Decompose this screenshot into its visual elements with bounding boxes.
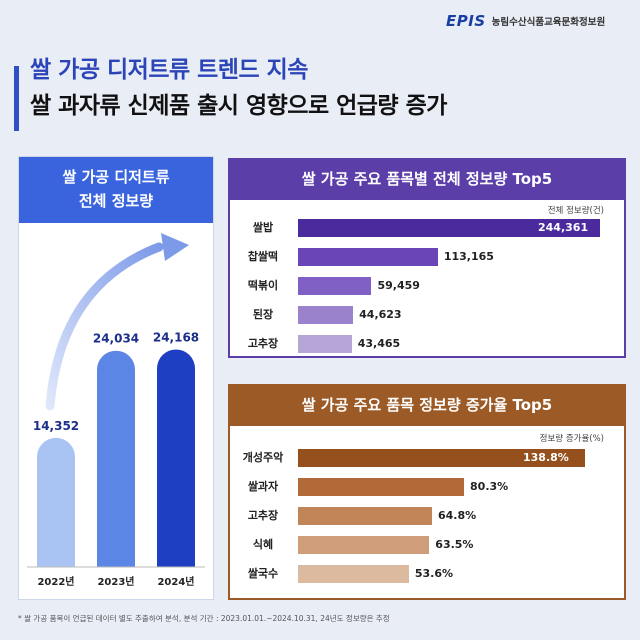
volume-value-label: 113,165 [443,250,494,263]
volume-value-label: 43,465 [357,337,401,350]
bar-2023년 [97,350,135,567]
bar-2022년 [37,437,75,567]
bar-value-label: 14,352 [33,419,79,433]
volume-unit-label: 전체 정보량(건) [547,206,604,216]
headline-accent-bar [14,66,19,130]
trend-arrow-head [161,233,189,261]
growth-bar [298,565,409,583]
footnote: * 쌀 가공 품목이 언급된 데이터 별도 추출하여 분석, 분석 기간 : 2… [18,614,390,623]
volume-category-label: 된장 [252,308,274,321]
volume-value-label: 244,361 [538,221,589,234]
growth-bar [298,478,465,496]
volume-row: 찹쌀떡 113,165 [230,247,624,267]
volume-bar [298,306,354,324]
growth-category-label: 식혜 [252,538,274,551]
volume-category-label: 찹쌀떡 [247,250,279,263]
growth-top5-card: 쌀 가공 주요 품목 정보량 증가율 Top5 정보량 증가율(%) 개성주악 1… [228,384,626,600]
growth-category-label: 개성주악 [242,451,284,464]
bar-base-2023년 [97,548,135,567]
logo: EPIS 농림수산식품교육문화정보원 [446,12,605,30]
growth-category-label: 고추장 [247,509,279,522]
growth-value-label: 138.8% [523,451,569,464]
growth-bar [298,536,430,554]
logo-org-name: 농림수산식품교육문화정보원 [491,17,606,28]
volume-row: 된장 44,623 [230,305,624,325]
bar-base-2024년 [157,548,195,567]
growth-category-label: 쌀과자 [247,480,279,493]
growth-category-label: 쌀국수 [247,567,279,580]
logo-mark: EPIS [446,12,486,30]
volume-value-label: 44,623 [359,308,402,321]
growth-bar [298,507,432,525]
growth-row: 쌀국수 53.6% [230,564,624,584]
bar-value-label: 24,168 [153,330,199,344]
growth-top5-title: 쌀 가공 주요 품목 정보량 증가율 Top5 [230,386,624,426]
volume-value-label: 59,459 [377,279,420,292]
growth-row: 고추장 64.8% [230,506,624,526]
growth-value-label: 63.5% [435,538,474,551]
trend-arrow [45,242,164,411]
growth-unit-label: 정보량 증가율(%) [539,434,604,444]
volume-category-label: 떡볶이 [247,279,279,292]
volume-category-label: 고추장 [247,337,279,350]
volume-row: 쌀밥 244,361 [230,218,624,238]
volume-top5-card: 쌀 가공 주요 품목별 전체 정보량 Top5 전체 정보량(건) 쌀밥 244,… [228,158,626,358]
growth-row: 식혜 63.5% [230,535,624,555]
bar-category-label: 2023년 [97,575,134,588]
volume-bar [298,335,352,353]
bar-category-label: 2022년 [37,575,74,588]
growth-value-label: 80.3% [470,480,509,493]
headline-line2: 쌀 과자류 신제품 출시 영향으로 언급량 증가 [30,93,447,119]
totals-title-line2: 전체 정보량 [78,192,154,210]
bar-2024년 [157,349,195,567]
headline-line1: 쌀 가공 디저트류 트렌드 지속 [30,57,308,83]
headline: 쌀 가공 디저트류 트렌드 지속 쌀 과자류 신제품 출시 영향으로 언급량 증… [30,52,447,124]
volume-row: 고추장 43,465 [230,334,624,354]
growth-value-label: 53.6% [414,567,453,580]
volume-bar [298,277,372,295]
volume-bar [298,248,438,266]
bar-base-2022년 [37,548,75,567]
headline-accent-dot [14,126,19,131]
volume-category-label: 쌀밥 [252,221,274,234]
totals-title-line1: 쌀 가공 디저트류 [62,168,170,186]
bar-value-label: 24,034 [93,332,139,346]
growth-row: 개성주악 138.8% [230,448,624,468]
growth-bar [298,449,585,467]
volume-top5-title: 쌀 가공 주요 품목별 전체 정보량 Top5 [230,160,624,200]
volume-row: 떡볶이 59,459 [230,276,624,296]
totals-chart: 14,352 2022년 24,034 2023년 24,168 2024년 [27,233,205,588]
bar-category-label: 2024년 [157,575,194,588]
growth-row: 쌀과자 80.3% [230,477,624,497]
growth-value-label: 64.8% [437,509,477,522]
volume-bar [298,219,600,237]
